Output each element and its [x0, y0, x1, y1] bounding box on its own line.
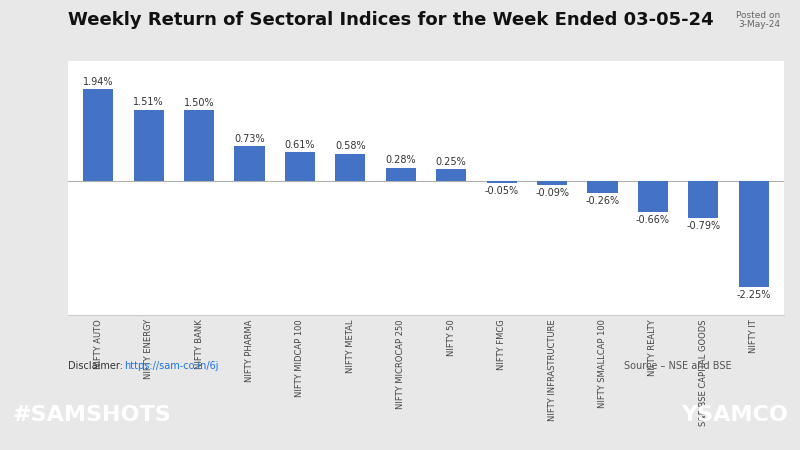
Text: -0.09%: -0.09%	[535, 188, 569, 198]
Bar	[386, 168, 416, 181]
Bar	[436, 169, 466, 181]
Text: #SAMSHOTS: #SAMSHOTS	[12, 405, 170, 425]
Bar	[285, 152, 315, 181]
Text: 0.25%: 0.25%	[436, 157, 466, 166]
Text: Disclaimer:: Disclaimer:	[68, 361, 123, 371]
Text: 0.58%: 0.58%	[335, 141, 366, 151]
Text: Source – NSE and BSE: Source – NSE and BSE	[624, 361, 732, 371]
Text: -0.66%: -0.66%	[636, 215, 670, 225]
Bar	[738, 181, 769, 287]
Text: -0.79%: -0.79%	[686, 221, 720, 231]
Text: 0.28%: 0.28%	[386, 155, 416, 165]
Text: -0.05%: -0.05%	[485, 186, 518, 196]
Bar	[134, 110, 164, 181]
Text: Posted on: Posted on	[736, 11, 780, 20]
Text: YSAMCO: YSAMCO	[681, 405, 788, 425]
Bar	[234, 146, 265, 181]
Text: https://sam-co.in/6j: https://sam-co.in/6j	[124, 361, 218, 371]
Text: Weekly Return of Sectoral Indices for the Week Ended 03-05-24: Weekly Return of Sectoral Indices for th…	[68, 11, 714, 29]
Bar	[486, 181, 517, 183]
Text: -0.26%: -0.26%	[586, 196, 619, 206]
Text: 1.50%: 1.50%	[184, 98, 214, 108]
Text: -2.25%: -2.25%	[737, 290, 771, 300]
Text: 1.51%: 1.51%	[134, 97, 164, 108]
Bar	[83, 90, 114, 181]
Bar	[184, 110, 214, 181]
Bar	[537, 181, 567, 185]
Bar	[335, 153, 366, 181]
Bar	[587, 181, 618, 193]
Text: 1.94%: 1.94%	[83, 77, 114, 87]
Text: 3-May-24: 3-May-24	[738, 20, 780, 29]
Text: 0.61%: 0.61%	[285, 140, 315, 150]
Bar	[688, 181, 718, 218]
Bar	[638, 181, 668, 212]
Text: 0.73%: 0.73%	[234, 134, 265, 144]
